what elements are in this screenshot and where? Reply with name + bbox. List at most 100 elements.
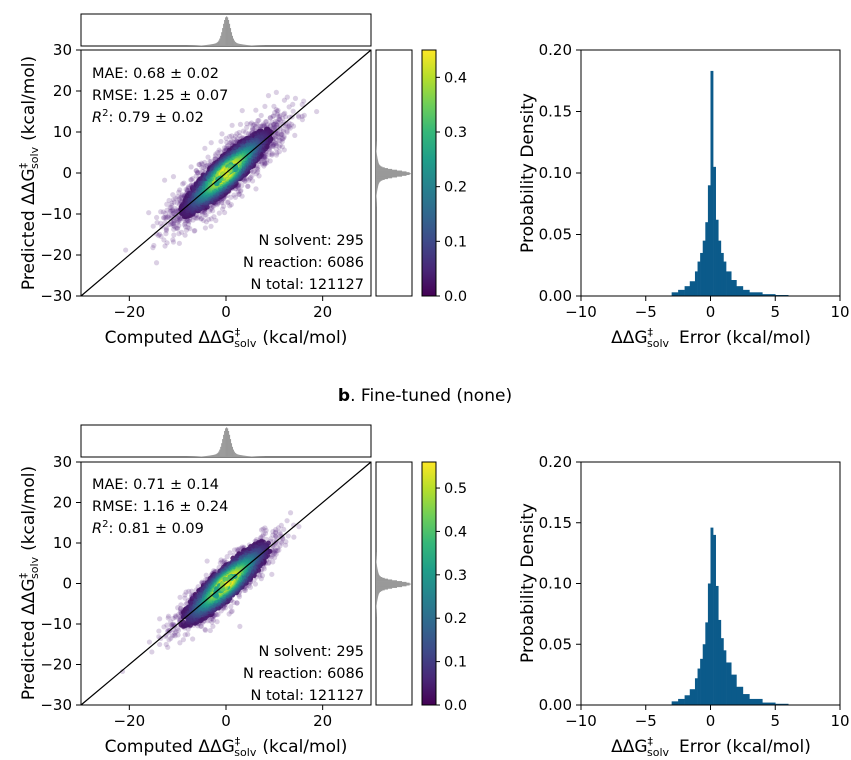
scatter-point xyxy=(280,128,287,135)
scatter-point xyxy=(281,147,287,153)
scatter-point xyxy=(229,608,235,614)
scatter-point xyxy=(172,633,178,639)
scatter-point xyxy=(164,207,170,213)
scatter-point xyxy=(272,121,279,127)
top-marginal-bar xyxy=(246,45,248,46)
scatter-point xyxy=(209,205,215,211)
panel-a-hist-x-ticks: −10 −5 0 5 10 xyxy=(565,296,850,321)
scatter-point xyxy=(253,121,259,127)
scatter-point xyxy=(276,547,282,553)
hist-bar xyxy=(702,240,706,296)
scatter-point xyxy=(281,97,288,103)
y-tick-label: 0 xyxy=(62,164,72,182)
panel-a-hist-xlabel-prefix: ΔΔG xyxy=(611,328,647,348)
scatter-point xyxy=(245,183,251,189)
scatter-point xyxy=(186,184,192,190)
panel-a-xlabel-sup: ‡ xyxy=(235,326,241,339)
y-tick-label: 0.20 xyxy=(539,41,572,59)
scatter-point xyxy=(166,629,172,635)
scatter-point xyxy=(252,126,258,132)
scatter-point xyxy=(198,623,204,629)
scatter-point xyxy=(277,118,284,124)
scatter-point xyxy=(225,142,231,149)
scatter-point xyxy=(269,543,276,549)
panel-a-ylabel-suffix: (kcal/mol) xyxy=(19,56,39,141)
right-marginal-bar xyxy=(376,568,378,570)
scatter-point xyxy=(227,203,233,209)
scatter-point xyxy=(260,533,266,539)
top-marginal-bar xyxy=(245,455,247,457)
right-marginal-bar xyxy=(376,577,383,579)
scatter-point xyxy=(150,223,156,229)
right-marginal-bar xyxy=(376,154,377,156)
right-marginal-bar xyxy=(376,572,379,574)
right-marginal-bar xyxy=(376,165,381,167)
scatter-point xyxy=(176,222,182,229)
scatter-point xyxy=(281,119,287,126)
scatter-point xyxy=(164,628,171,634)
right-marginal-bar xyxy=(376,578,388,580)
top-marginal-bar xyxy=(237,43,239,46)
top-marginal-bar xyxy=(216,42,218,46)
scatter-point xyxy=(255,118,261,124)
scatter-point xyxy=(240,128,246,134)
scatter-point xyxy=(149,649,155,655)
scatter-point xyxy=(211,203,217,209)
scatter-point xyxy=(272,140,279,146)
right-marginal-bar xyxy=(376,566,378,568)
top-marginal-bar xyxy=(226,428,229,457)
scatter-point xyxy=(185,185,191,191)
scatter-point xyxy=(270,559,276,565)
scatter-point xyxy=(276,137,283,143)
top-marginal-bar xyxy=(238,454,240,457)
scatter-point xyxy=(188,164,194,170)
right-marginal-bar xyxy=(376,595,379,597)
scatter-point xyxy=(285,533,291,539)
scatter-point xyxy=(175,627,182,633)
scatter-point xyxy=(170,174,177,180)
hist-bar xyxy=(689,281,696,296)
top-marginal-bar xyxy=(206,455,208,457)
right-marginal-bar xyxy=(376,159,378,162)
right-marginal-bar xyxy=(376,191,377,194)
scatter-point xyxy=(206,216,212,223)
scatter-point xyxy=(255,169,261,175)
hist-bar xyxy=(705,222,709,296)
scatter-point xyxy=(161,237,167,243)
scatter-point xyxy=(212,153,218,159)
right-marginal-bar xyxy=(376,584,410,586)
scatter-point xyxy=(191,228,197,234)
scatter-point xyxy=(202,212,208,218)
scatter-point xyxy=(211,214,217,220)
top-marginal-bar xyxy=(208,455,210,457)
top-marginal-bar xyxy=(201,45,204,46)
right-marginal-bar xyxy=(376,194,377,196)
scatter-point xyxy=(179,194,185,200)
top-marginal-bar xyxy=(244,455,246,457)
scatter-point xyxy=(278,531,284,537)
scatter-point xyxy=(188,592,195,598)
scatter-point xyxy=(185,626,191,632)
scatter-point xyxy=(281,526,287,532)
scatter-point xyxy=(280,136,286,142)
scatter-point xyxy=(276,116,283,123)
scatter-point xyxy=(199,210,206,216)
scatter-point xyxy=(164,201,170,207)
top-marginal-bar xyxy=(243,44,245,46)
scatter-point xyxy=(209,619,215,625)
top-marginal-bar xyxy=(205,45,207,46)
scatter-point xyxy=(234,546,240,552)
right-marginal-bar xyxy=(376,564,377,567)
scatter-point xyxy=(174,200,180,206)
scatter-point xyxy=(231,599,237,606)
scatter-point xyxy=(256,117,262,123)
right-marginal-bar xyxy=(376,574,380,576)
right-marginal-bar xyxy=(376,185,379,187)
scatter-point xyxy=(274,122,280,128)
scatter-point xyxy=(266,152,272,158)
scatter-point xyxy=(170,223,176,229)
scatter-point xyxy=(221,145,228,151)
scatter-point xyxy=(163,215,169,221)
right-marginal-bar xyxy=(376,154,378,157)
scatter-point xyxy=(256,571,262,578)
